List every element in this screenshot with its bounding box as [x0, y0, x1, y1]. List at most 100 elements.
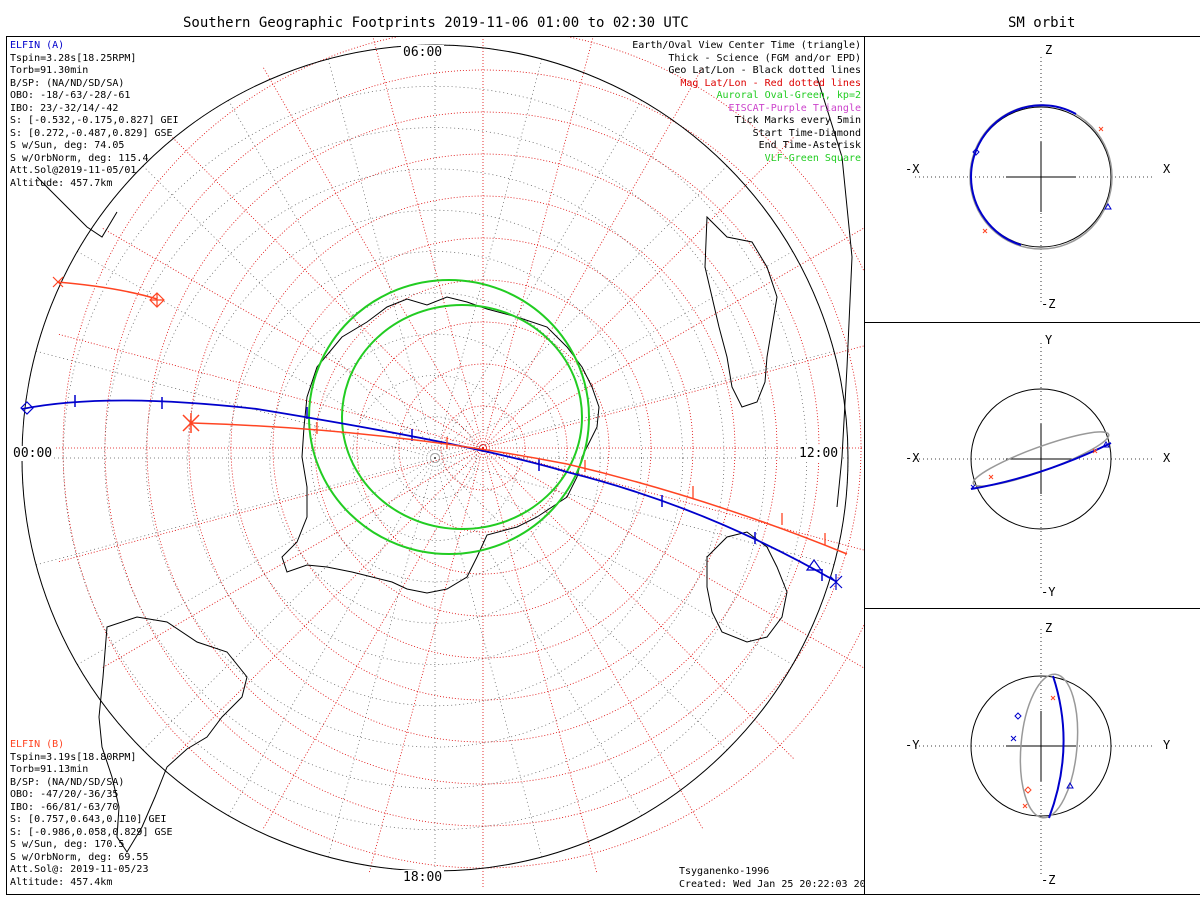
- geo-lon-line: [228, 457, 436, 816]
- elfin-a-start: [972, 148, 980, 156]
- elfin-a-line: Altitude: 457.7km: [10, 177, 113, 189]
- geo-lon-line: [77, 457, 436, 665]
- elfin-b-info: ELFIN (B) Tspin=3.19s[18.80RPM] Torb=91.…: [10, 739, 173, 889]
- elfin-b-line: S w/OrbNorm, deg: 69.55: [10, 851, 149, 863]
- elfin-b-mark: [1050, 695, 1056, 701]
- legend-item: Geo Lat/Lon - Black dotted lines: [668, 65, 861, 76]
- geo-lon-line: [434, 457, 728, 751]
- elfin-a-line: S w/OrbNorm, deg: 115.4: [10, 152, 149, 164]
- geo-lon-line: [434, 457, 642, 816]
- legend-item: Mag Lat/Lon - Red dotted lines: [680, 77, 861, 89]
- elfin-b-line: OBO: -47/20/-36/35: [10, 789, 119, 800]
- axis-right: X: [1163, 451, 1171, 465]
- geo-lon-line: [434, 165, 728, 459]
- elfin-b-line: Att.Sol@: 2019-11-05/23: [10, 864, 149, 875]
- mag-lon-line: [57, 333, 484, 449]
- antarctica-coast: [281, 296, 600, 594]
- geo-lon-line: [434, 350, 835, 459]
- orbit-panel-xz: Z -Z -X X: [864, 36, 1200, 324]
- elfin-a-line: S w/Sun, deg: 74.05: [10, 140, 125, 151]
- elfin-b-line: B/SP: (NA/ND/SD/SA): [10, 776, 125, 788]
- elfin-b-track: [191, 422, 848, 555]
- elfin-b-orbit: [1019, 673, 1079, 819]
- mag-lon-line: [482, 447, 598, 874]
- elfin-b-track-short: [56, 281, 158, 300]
- geo-lat-circle: [145, 168, 725, 748]
- legend-item: VLF-Green Square: [764, 152, 861, 164]
- mag-lon-line: [171, 136, 484, 449]
- mag-lon-line: [171, 447, 484, 760]
- orbit-svg-yz: [915, 629, 1155, 875]
- elfin-b-end-asterisk: [182, 413, 200, 433]
- auroral-oval-outer: [308, 279, 590, 555]
- elfin-b-mark: [988, 474, 994, 480]
- geo-lon-line: [327, 58, 436, 459]
- geo-lon-line: [77, 251, 436, 459]
- legend-item: Thick - Science (FGM and/or EPD): [668, 52, 861, 64]
- axis-bottom: -Y: [1041, 585, 1056, 599]
- geo-lat-circle: [393, 416, 477, 500]
- elfin-b-line: Altitude: 457.4km: [10, 876, 113, 888]
- legend-item: Start Time-Diamond: [752, 127, 861, 139]
- legend: Earth/Oval View Center Time (triangle) T…: [632, 40, 861, 165]
- geo-lon-line: [142, 457, 436, 751]
- elfin-b-mark: [1098, 126, 1104, 132]
- legend-item: End Time-Asterisk: [758, 140, 861, 151]
- mag-lon-line: [262, 447, 484, 830]
- mag-lon-line: [101, 227, 484, 449]
- elfin-b-mark: [1092, 448, 1098, 454]
- time-label-top: 06:00: [401, 45, 445, 60]
- geo-lon-line: [434, 251, 793, 459]
- elfin-a-name: ELFIN (A): [10, 40, 65, 51]
- elfin-a-end-asterisk: [829, 574, 843, 590]
- mag-lon-line: [482, 447, 864, 551]
- elfin-b-line: Torb=91.13min: [10, 764, 89, 775]
- geo-lat-circle: [186, 209, 684, 707]
- axis-left: -Y: [905, 738, 920, 752]
- mag-lon-line: [482, 136, 795, 449]
- auroral-oval-inner: [341, 304, 583, 530]
- geo-lon-line: [434, 457, 793, 665]
- time-label-right: 12:00: [797, 446, 841, 461]
- island-coast: [36, 176, 118, 238]
- axis-top: Y: [1045, 333, 1053, 347]
- mag-lon-line: [482, 447, 864, 669]
- elfin-a-line: S: [-0.532,-0.175,0.827] GEI: [10, 115, 179, 126]
- south-america-coast: [98, 616, 248, 853]
- elfin-b-start-diamond: [149, 292, 165, 308]
- elfin-b-end: [1022, 803, 1028, 809]
- axis-top: Z: [1045, 621, 1053, 635]
- elfin-b-line: IBO: -66/81/-63/70: [10, 801, 119, 813]
- elfin-a-info: ELFIN (A) Tspin=3.28s[18.25RPM] Torb=91.…: [10, 40, 179, 190]
- orbit-title: SM orbit: [1008, 15, 1076, 31]
- geo-lon-line: [327, 457, 436, 858]
- time-label-bottom: 18:00: [401, 870, 445, 885]
- elfin-a-center-triangle: [805, 558, 823, 571]
- mag-lon-line: [482, 447, 795, 760]
- elfin-a-start-diamond: [20, 401, 34, 415]
- geo-lon-line: [228, 100, 436, 459]
- mag-lon-line: [482, 447, 704, 830]
- elfin-a-line: OBO: -18/-63/-28/-61: [10, 90, 131, 101]
- axis-top: Z: [1045, 43, 1053, 57]
- elfin-a-track: [21, 399, 838, 583]
- geo-lat-circle: [269, 292, 601, 624]
- geo-lat-circle: [228, 251, 642, 665]
- elfin-a-end: [970, 484, 976, 490]
- mag-lon-line: [262, 66, 484, 449]
- map-svg: [20, 37, 864, 888]
- elfin-a-line: B/SP: (NA/ND/SD/SA): [10, 77, 125, 89]
- elfin-b-line: Tspin=3.19s[18.80RPM]: [10, 751, 137, 763]
- mag-lon-line: [368, 447, 484, 874]
- mag-lon-line: [482, 227, 864, 449]
- legend-item: EISCAT-Purple Triangle: [728, 102, 861, 114]
- axis-right: X: [1163, 162, 1171, 176]
- elfin-a-line: S: [0.272,-0.487,0.829] GSE: [10, 127, 173, 139]
- axis-left: -X: [905, 451, 920, 465]
- mag-lon-line: [372, 37, 484, 449]
- axis-bottom: -Z: [1041, 873, 1056, 887]
- mag-lon-line: [57, 447, 484, 563]
- elfin-b-line: S w/Sun, deg: 170.5: [10, 839, 125, 850]
- elfin-a-start: [1014, 712, 1022, 720]
- elfin-b-line: S: [0.757,0.643,0.110] GEI: [10, 814, 167, 825]
